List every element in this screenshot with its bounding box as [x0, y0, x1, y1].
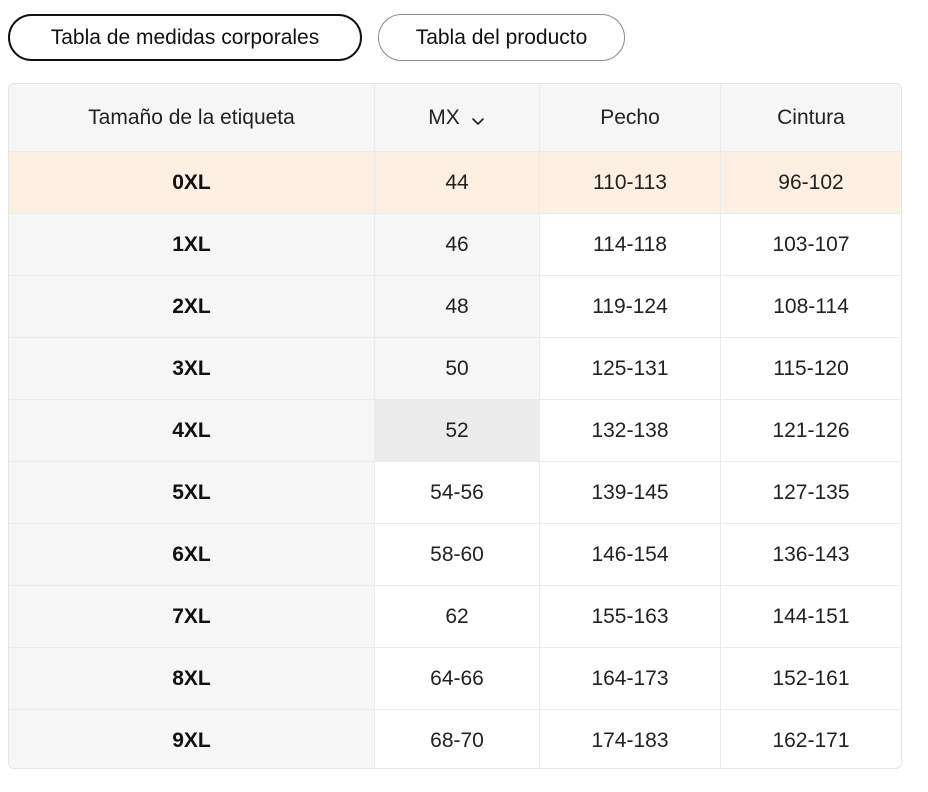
mx-size-cell: 50 — [375, 338, 540, 399]
mx-size-cell: 46 — [375, 214, 540, 275]
unit-dropdown-cell[interactable]: MX — [375, 84, 540, 151]
waist-cell: 115-120 — [773, 356, 849, 380]
table-row: 4XL 52 132-138 121-126 — [9, 400, 901, 462]
waist-cell: 127-135 — [772, 480, 850, 504]
size-label-cell: 5XL — [9, 462, 375, 523]
size-label-cell: 1XL — [9, 214, 375, 275]
chest-cell: 139-145 — [540, 462, 721, 523]
waist-cell: 96-102 — [721, 152, 901, 213]
mx-size-cell: 54-56 — [375, 462, 540, 523]
size-label-cell: 3XL — [9, 338, 375, 399]
table-row: 8XL 64-66 164-173 152-161 — [9, 648, 901, 710]
mx-size-cell: 58-60 — [375, 524, 540, 585]
size-chart-tabs: Tabla de medidas corporales Tabla del pr… — [8, 14, 625, 61]
chest-cell: 110-113 — [540, 152, 721, 213]
table-row: 7XL 62 155-163 144-151 — [9, 586, 901, 648]
unit-dropdown[interactable]: MX — [428, 106, 486, 130]
mx-size-cell: 68-70 — [375, 710, 540, 768]
waist-cell: 144-151 — [772, 604, 850, 628]
chest-cell: 114-118 — [540, 214, 721, 275]
chevron-down-icon — [470, 111, 486, 127]
size-label-cell: 0XL — [9, 152, 375, 213]
size-label-cell: 4XL — [9, 400, 375, 461]
waist-cell: 162-171 — [772, 729, 850, 752]
tab-product-table[interactable]: Tabla del producto — [378, 14, 625, 61]
size-label-cell: 8XL — [9, 648, 375, 709]
header-chest: Pecho — [540, 84, 721, 151]
chest-cell: 155-163 — [540, 586, 721, 647]
table-row: 1XL 46 114-118 103-107 — [9, 214, 901, 276]
size-label-cell: 7XL — [9, 586, 375, 647]
mx-size-cell: 64-66 — [375, 648, 540, 709]
mx-size-cell: 44 — [375, 152, 540, 213]
header-label-size: Tamaño de la etiqueta — [9, 84, 375, 151]
size-label-cell: 2XL — [9, 276, 375, 337]
table-row: 5XL 54-56 139-145 127-135 — [9, 462, 901, 524]
chest-cell: 174-183 — [540, 710, 721, 768]
waist-cell: 103-107 — [772, 232, 850, 256]
table-header-row: Tamaño de la etiqueta MX Pecho Cintura — [9, 84, 901, 152]
waist-cell: 108-114 — [773, 294, 849, 318]
waist-cell: 152-161 — [772, 666, 850, 690]
header-waist: Cintura — [777, 105, 845, 129]
table-row: 0XL 44 110-113 96-102 — [9, 152, 901, 214]
size-label-cell: 9XL — [9, 710, 375, 768]
mx-size-cell: 52 — [375, 400, 540, 461]
chest-cell: 164-173 — [540, 648, 721, 709]
tab-body-measurements[interactable]: Tabla de medidas corporales — [8, 14, 362, 61]
mx-size-cell: 62 — [375, 586, 540, 647]
unit-dropdown-label: MX — [428, 105, 460, 129]
chest-cell: 125-131 — [540, 338, 721, 399]
mx-size-cell: 48 — [375, 276, 540, 337]
chest-cell: 119-124 — [540, 276, 721, 337]
chest-cell: 132-138 — [540, 400, 721, 461]
table-row: 6XL 58-60 146-154 136-143 — [9, 524, 901, 586]
table-row: 9XL 68-70 174-183 162-171 — [9, 710, 901, 768]
table-row: 3XL 50 125-131 115-120 — [9, 338, 901, 400]
chest-cell: 146-154 — [540, 524, 721, 585]
size-label-cell: 6XL — [9, 524, 375, 585]
size-table: Tamaño de la etiqueta MX Pecho Cintura 0… — [8, 83, 902, 769]
table-row: 2XL 48 119-124 108-114 — [9, 276, 901, 338]
waist-cell: 121-126 — [772, 418, 850, 442]
waist-cell: 136-143 — [772, 542, 850, 566]
